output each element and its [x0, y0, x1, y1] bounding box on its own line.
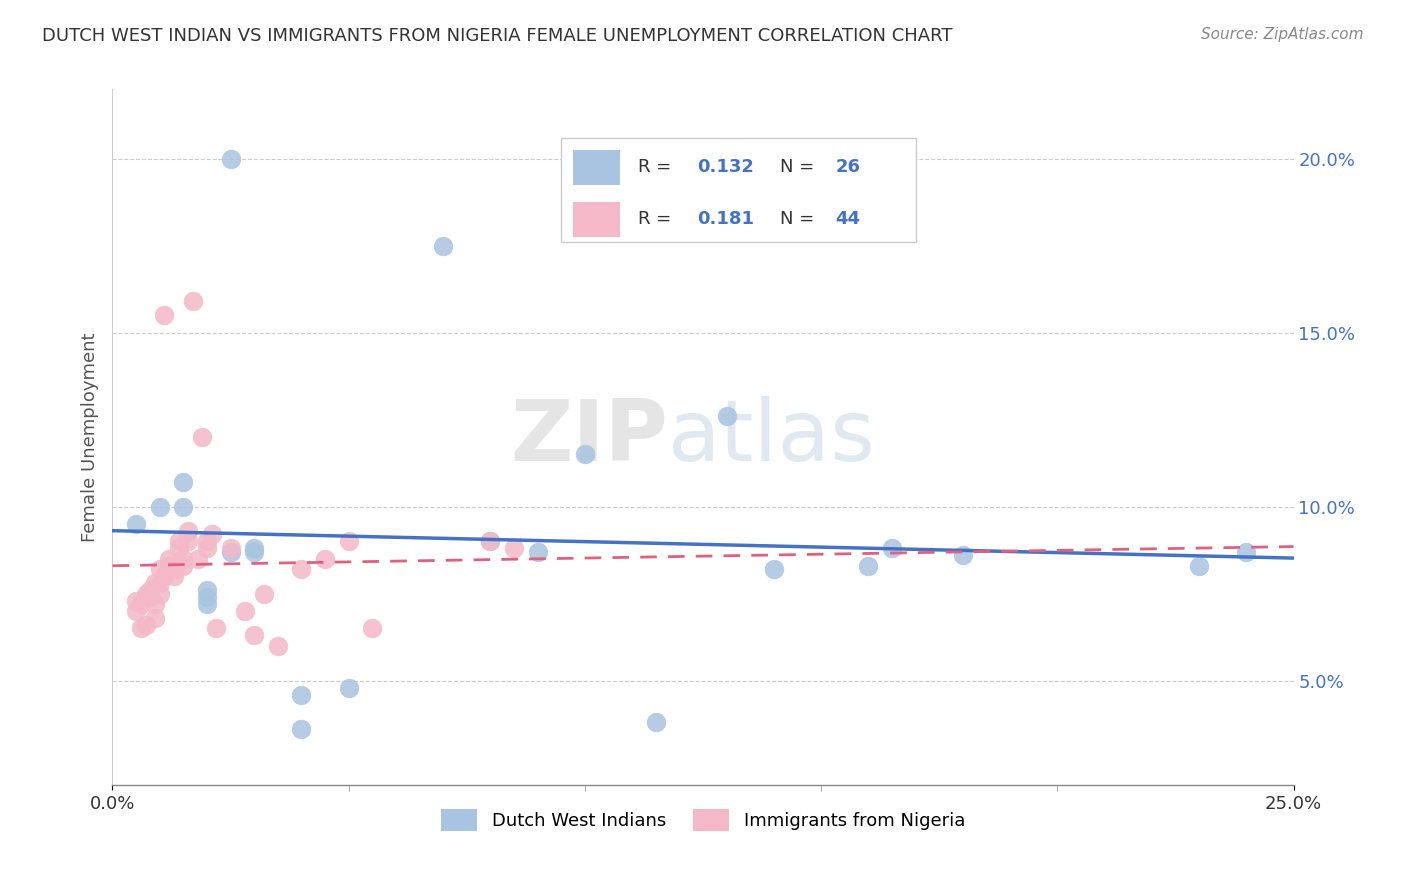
Text: ZIP: ZIP: [510, 395, 668, 479]
Point: [716, 409, 738, 424]
Point: [143, 576, 166, 591]
Point: [952, 549, 974, 563]
Point: [337, 681, 360, 695]
Point: [195, 583, 218, 598]
Point: [1188, 558, 1211, 573]
Point: [172, 475, 194, 490]
Point: [432, 238, 454, 253]
Point: [219, 541, 242, 556]
Y-axis label: Female Unemployment: Female Unemployment: [80, 333, 98, 541]
Bar: [574, 150, 620, 185]
Text: 44: 44: [835, 211, 860, 228]
Point: [125, 604, 148, 618]
Point: [195, 534, 218, 549]
Point: [177, 524, 200, 538]
Point: [503, 541, 526, 556]
Text: N =: N =: [780, 158, 820, 176]
Point: [129, 621, 152, 635]
Point: [157, 558, 180, 573]
Point: [253, 587, 276, 601]
Point: [139, 590, 162, 604]
Text: 26: 26: [835, 158, 860, 176]
Point: [574, 447, 596, 462]
Legend: Dutch West Indians, Immigrants from Nigeria: Dutch West Indians, Immigrants from Nige…: [434, 802, 972, 838]
Point: [201, 527, 224, 541]
Point: [195, 590, 218, 604]
Point: [219, 152, 242, 166]
Text: Source: ZipAtlas.com: Source: ZipAtlas.com: [1201, 27, 1364, 42]
Point: [139, 583, 162, 598]
Point: [125, 593, 148, 607]
Point: [314, 551, 336, 566]
Point: [167, 541, 190, 556]
Point: [644, 715, 666, 730]
Text: DUTCH WEST INDIAN VS IMMIGRANTS FROM NIGERIA FEMALE UNEMPLOYMENT CORRELATION CHA: DUTCH WEST INDIAN VS IMMIGRANTS FROM NIG…: [42, 27, 953, 45]
Bar: [574, 202, 620, 236]
Point: [337, 534, 360, 549]
Point: [243, 545, 266, 559]
Point: [129, 597, 152, 611]
Point: [172, 558, 194, 573]
Point: [172, 551, 194, 566]
Point: [290, 562, 312, 576]
Point: [526, 545, 548, 559]
Point: [195, 597, 218, 611]
Point: [167, 534, 190, 549]
Text: atlas: atlas: [668, 395, 876, 479]
Point: [135, 618, 157, 632]
Point: [219, 545, 242, 559]
Text: R =: R =: [638, 158, 678, 176]
Point: [1234, 545, 1257, 559]
Point: [149, 500, 172, 514]
Text: N =: N =: [780, 211, 820, 228]
Point: [181, 294, 204, 309]
Point: [479, 534, 502, 549]
Point: [143, 611, 166, 625]
Point: [267, 639, 290, 653]
Point: [186, 551, 208, 566]
Point: [243, 541, 266, 556]
Point: [163, 569, 186, 583]
Point: [135, 587, 157, 601]
Point: [361, 621, 384, 635]
Point: [177, 534, 200, 549]
Text: R =: R =: [638, 211, 678, 228]
Point: [243, 628, 266, 642]
Point: [153, 569, 176, 583]
Point: [762, 562, 785, 576]
Point: [290, 723, 312, 737]
FancyBboxPatch shape: [561, 138, 915, 243]
Point: [880, 541, 903, 556]
Point: [149, 562, 172, 576]
Point: [153, 309, 176, 323]
Text: 0.181: 0.181: [697, 211, 754, 228]
Point: [233, 604, 256, 618]
Point: [195, 541, 218, 556]
Point: [157, 551, 180, 566]
Point: [163, 562, 186, 576]
Point: [191, 430, 214, 444]
Text: 0.132: 0.132: [697, 158, 754, 176]
Point: [172, 500, 194, 514]
Point: [149, 576, 172, 591]
Point: [479, 534, 502, 549]
Point: [125, 516, 148, 531]
Point: [149, 587, 172, 601]
Point: [205, 621, 228, 635]
Point: [143, 597, 166, 611]
Point: [858, 558, 880, 573]
Point: [290, 688, 312, 702]
